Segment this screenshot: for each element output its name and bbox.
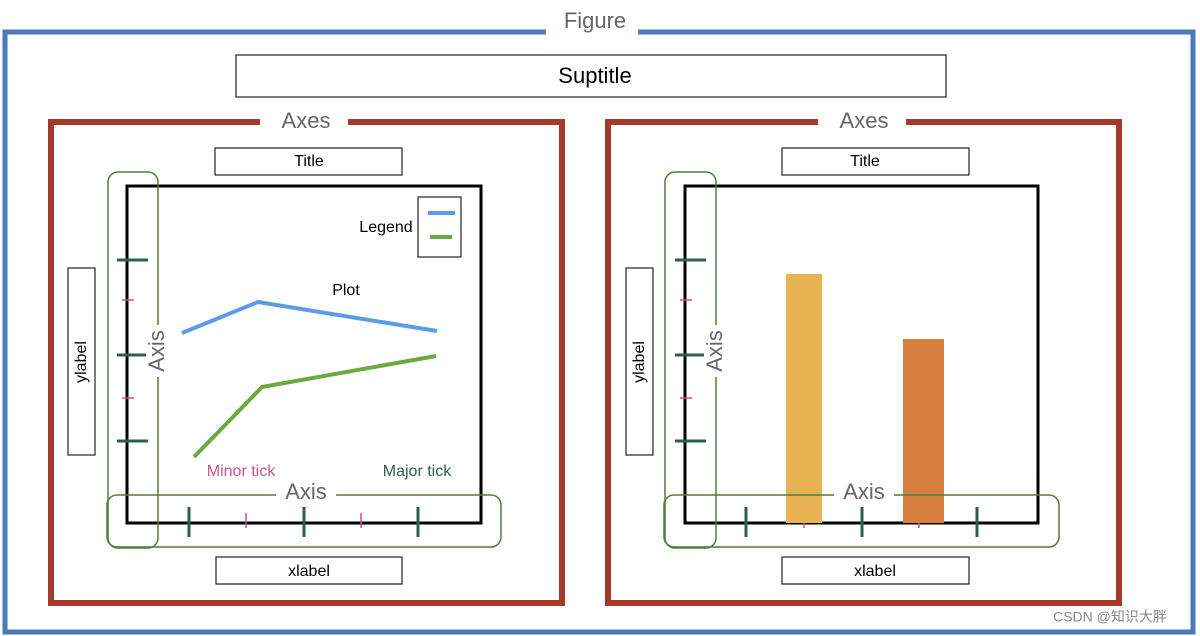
label-gap (260, 110, 348, 134)
axes-title: Title (294, 153, 324, 170)
green-line (192, 354, 437, 459)
x-axis-label: Axis (285, 479, 327, 504)
ylabel-box (67, 267, 96, 456)
minor-tick-text: Minor tick (207, 463, 276, 480)
watermark: CSDN @知识大胖 (1053, 609, 1167, 625)
x-axis-label: Axis (843, 479, 885, 504)
bar (786, 274, 822, 523)
xlabel: xlabel (288, 563, 330, 580)
major-tick-text: Major tick (383, 463, 452, 480)
label-gap (818, 110, 906, 134)
label-gap (834, 482, 894, 506)
legend-text: Legend (359, 219, 412, 236)
blue-line (181, 299, 438, 335)
y-axis-label: Axis (702, 330, 727, 372)
label-gap (546, 20, 638, 40)
xlabel-box (215, 556, 403, 585)
bar (903, 339, 944, 523)
plot-area (683, 184, 1040, 525)
title-box (214, 147, 403, 176)
legend-box (417, 196, 462, 258)
xlabel-box (781, 556, 970, 585)
ylabel-box (625, 267, 654, 456)
ylabel: ylabel (631, 341, 648, 383)
axes-title: Title (850, 153, 880, 170)
title-box (781, 147, 970, 176)
plot-text: Plot (332, 282, 360, 299)
label-gap (146, 325, 170, 377)
label-gap (276, 482, 336, 506)
suptitle: Suptitle (558, 63, 631, 88)
label-gap (704, 325, 728, 377)
figure-label: Figure (564, 8, 626, 33)
ylabel: ylabel (73, 341, 90, 383)
y-axis-label: Axis (144, 330, 169, 372)
axes-label: Axes (840, 108, 889, 133)
suptitle-box (235, 54, 947, 98)
xlabel: xlabel (854, 563, 896, 580)
axes-label: Axes (282, 108, 331, 133)
